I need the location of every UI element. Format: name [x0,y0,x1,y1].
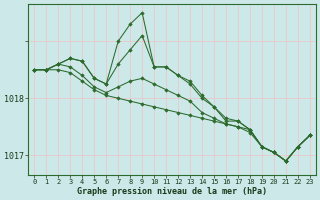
X-axis label: Graphe pression niveau de la mer (hPa): Graphe pression niveau de la mer (hPa) [77,187,267,196]
